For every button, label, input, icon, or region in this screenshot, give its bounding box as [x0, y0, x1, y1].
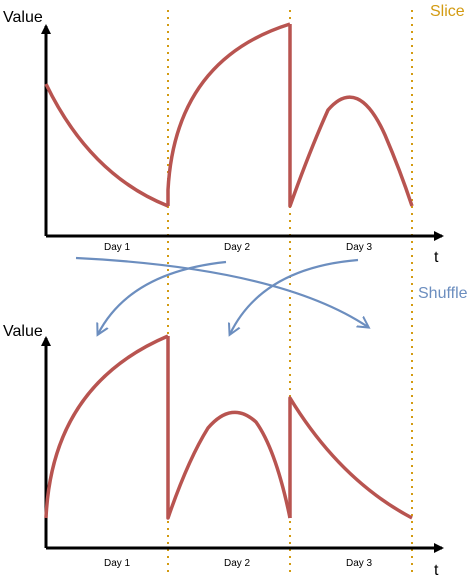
slice-label: Slice: [430, 3, 465, 20]
shuffle-arrow-day3: [230, 258, 359, 334]
bottom-x-axis-label: t: [434, 562, 439, 579]
bottom-y-axis-label: Value: [3, 323, 43, 340]
shuffle-arrow-day2: [98, 260, 227, 334]
top-day-2-label: Day 2: [224, 242, 251, 253]
top-day-1-segment: [44, 83, 169, 208]
top-day-3-label: Day 3: [346, 242, 373, 253]
bottom-day-3-label: Day 3: [346, 558, 373, 569]
shuffle-label: Shuffle: [418, 285, 468, 302]
top-day-3-segment: [288, 24, 414, 208]
shuffle-arrow-day1: [75, 256, 368, 327]
top-x-axis-label: t: [434, 249, 439, 266]
bottom-day-2-segment: [166, 336, 292, 520]
bottom-day-1-segment: [44, 334, 169, 519]
bottom-curve: [44, 334, 413, 520]
top-day-2-segment: [166, 22, 291, 206]
top-panel: Value t Day 1 Day 2 Day 3: [3, 9, 444, 266]
bottom-day-2-label: Day 2: [224, 558, 251, 569]
bottom-day-3-segment: [288, 396, 413, 520]
shuffle-arrows: [75, 256, 368, 334]
bottom-panel: Value t Day 1 Day 2 Day 3: [3, 323, 444, 579]
top-y-axis-label: Value: [3, 9, 43, 26]
bottom-day-1-label: Day 1: [104, 558, 131, 569]
top-curve: [44, 22, 414, 208]
top-day-1-label: Day 1: [104, 242, 131, 253]
